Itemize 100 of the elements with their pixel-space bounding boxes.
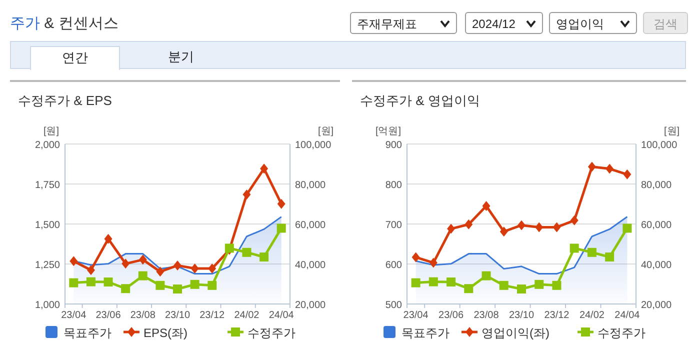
point bbox=[482, 271, 491, 280]
point bbox=[190, 280, 200, 289]
legend-label: 수정주가 bbox=[598, 326, 646, 340]
point bbox=[122, 258, 130, 269]
y2-axis-title: [원] bbox=[318, 126, 334, 137]
y-tick-label: 800 bbox=[385, 180, 402, 191]
y2-tick-label: 20,000 bbox=[641, 300, 672, 311]
point bbox=[70, 256, 78, 266]
point bbox=[69, 278, 78, 288]
y2-tick-label: 60,000 bbox=[295, 220, 326, 231]
point bbox=[446, 278, 456, 286]
y2-tick-label: 100,000 bbox=[641, 140, 678, 151]
y-tick-label: 1,000 bbox=[34, 300, 60, 311]
y-tick-label: 700 bbox=[385, 220, 402, 231]
point bbox=[622, 224, 632, 233]
point bbox=[276, 224, 286, 233]
x-tick-label: 24/02 bbox=[234, 310, 260, 321]
point bbox=[260, 164, 268, 174]
y-tick-label: 600 bbox=[385, 260, 402, 271]
point bbox=[606, 164, 614, 174]
point bbox=[208, 263, 216, 274]
point bbox=[104, 278, 113, 286]
x-tick-label: 24/04 bbox=[614, 310, 640, 321]
point bbox=[464, 284, 474, 294]
point bbox=[208, 280, 217, 290]
x-tick-label: 23/06 bbox=[438, 310, 464, 321]
y-axis-title: [억원] bbox=[375, 126, 402, 137]
point bbox=[104, 234, 112, 244]
text: 2024/12 bbox=[465, 12, 543, 34]
text: 영업이익 bbox=[549, 12, 637, 34]
y-tick-label: 1,750 bbox=[34, 180, 60, 191]
chart-title: 수정주가 & 영업이익 bbox=[360, 92, 480, 110]
x-tick-label: 24/04 bbox=[268, 310, 294, 321]
point bbox=[464, 219, 473, 230]
y2-tick-label: 100,000 bbox=[295, 140, 332, 151]
legend-label: EPS(좌) bbox=[144, 326, 188, 340]
point bbox=[86, 265, 95, 276]
y-tick-label: 900 bbox=[385, 140, 402, 151]
point bbox=[412, 252, 420, 262]
point bbox=[138, 271, 148, 280]
point bbox=[121, 284, 130, 294]
point bbox=[242, 190, 251, 200]
point bbox=[447, 224, 456, 234]
text: 주가 & 컨센서스 bbox=[10, 15, 118, 32]
y2-tick-label: 80,000 bbox=[295, 180, 326, 191]
text: 분기 bbox=[167, 48, 195, 66]
y2-tick-label: 40,000 bbox=[641, 260, 672, 271]
x-tick-label: 23/10 bbox=[508, 310, 534, 321]
point bbox=[623, 169, 632, 180]
point bbox=[86, 277, 96, 286]
point bbox=[605, 252, 614, 262]
point bbox=[156, 280, 165, 290]
point bbox=[587, 248, 596, 257]
x-tick-label: 23/08 bbox=[130, 310, 156, 321]
point bbox=[570, 215, 578, 226]
text: 주재무제표 bbox=[350, 12, 457, 34]
x-tick-label: 23/08 bbox=[474, 310, 500, 321]
point bbox=[534, 280, 544, 289]
text: 검색 bbox=[643, 12, 688, 34]
x-tick-label: 23/12 bbox=[200, 310, 226, 321]
chart-title: 수정주가 & EPS bbox=[18, 92, 112, 110]
point bbox=[138, 254, 147, 265]
y-tick-label: 1,500 bbox=[34, 220, 60, 231]
point bbox=[277, 198, 286, 209]
x-tick-label: 23/06 bbox=[96, 310, 122, 321]
y-axis-title: [원] bbox=[43, 126, 60, 137]
y2-axis-title: [원] bbox=[664, 126, 680, 137]
x-tick-label: 23/04 bbox=[403, 310, 429, 321]
x-tick-label: 23/10 bbox=[164, 310, 190, 321]
point bbox=[588, 162, 596, 172]
text: 연간 bbox=[30, 46, 120, 70]
x-tick-label: 23/04 bbox=[61, 310, 87, 321]
y2-tick-label: 40,000 bbox=[295, 260, 326, 271]
x-tick-label: 23/12 bbox=[544, 310, 570, 321]
point bbox=[242, 248, 252, 257]
point bbox=[156, 266, 164, 277]
point bbox=[429, 258, 438, 268]
point bbox=[428, 277, 438, 286]
point bbox=[190, 263, 199, 274]
y2-tick-label: 80,000 bbox=[641, 180, 672, 191]
point bbox=[482, 201, 490, 211]
point bbox=[570, 244, 579, 253]
legend-label: 영업이익(좌) bbox=[482, 326, 550, 340]
point bbox=[517, 284, 526, 294]
y2-tick-label: 60,000 bbox=[641, 220, 672, 231]
point bbox=[518, 220, 526, 230]
legend-label: 목표주가 bbox=[64, 326, 112, 340]
point bbox=[552, 222, 561, 232]
point bbox=[499, 280, 508, 290]
point bbox=[500, 226, 508, 237]
x-tick-label: 24/02 bbox=[579, 310, 605, 321]
point bbox=[173, 284, 182, 294]
point bbox=[552, 280, 562, 290]
point bbox=[174, 260, 182, 270]
y-tick-label: 500 bbox=[385, 300, 402, 311]
point bbox=[535, 222, 544, 232]
point bbox=[260, 252, 269, 262]
point bbox=[411, 278, 420, 288]
legend-label: 목표주가 bbox=[402, 326, 450, 340]
y-tick-label: 1,250 bbox=[34, 260, 60, 271]
